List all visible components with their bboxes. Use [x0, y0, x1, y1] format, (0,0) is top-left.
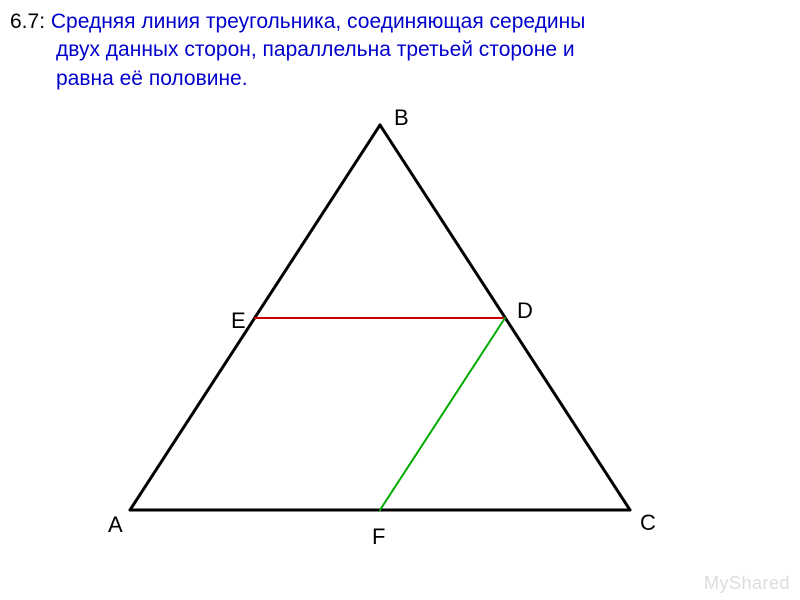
- theorem-text: 6.7: Средняя линия треугольника, соединя…: [10, 8, 790, 93]
- diagram-svg: [0, 100, 800, 550]
- theorem-number: 6.7:: [10, 10, 45, 33]
- vertex-label-A: A: [108, 512, 123, 538]
- theorem-statement-line2: двух данных сторон, параллельна третьей …: [10, 38, 575, 61]
- theorem-statement-line3: равна её половине.: [10, 67, 248, 90]
- vertex-label-D: D: [517, 298, 533, 324]
- watermark: MyShared: [704, 573, 790, 594]
- vertex-label-F: F: [372, 524, 385, 550]
- edge-D-F: [380, 318, 505, 510]
- vertex-label-C: C: [640, 510, 656, 536]
- vertex-label-E: E: [231, 308, 246, 334]
- triangle-diagram: A B C D E F: [0, 100, 800, 550]
- vertex-label-B: B: [394, 105, 409, 131]
- theorem-statement-line1: Средняя линия треугольника, соединяющая …: [51, 10, 585, 33]
